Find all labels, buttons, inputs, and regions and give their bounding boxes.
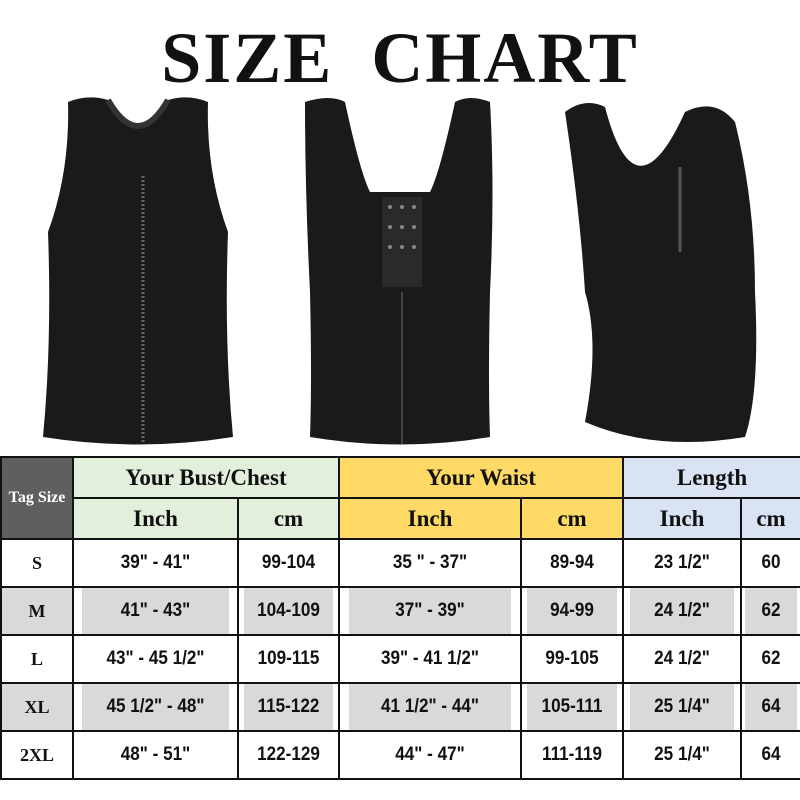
value-cell: 41" - 43" — [80, 586, 231, 636]
vest-side-image — [565, 103, 757, 442]
value-cell: 37" - 39" — [347, 586, 513, 636]
value-cell: 25 1/4" — [628, 730, 737, 780]
table-row: L 43" - 45 1/2" 109-115 39" - 41 1/2" 99-105… — [0, 634, 800, 684]
size-cell: 2XL — [0, 730, 74, 780]
value-cell: 44" - 47" — [347, 730, 513, 780]
value-cell: 60 — [743, 538, 799, 588]
value-cell: 99-104 — [242, 538, 335, 588]
length-header: Length — [621, 456, 800, 499]
value-cell: 94-99 — [525, 586, 619, 636]
size-cell: XL — [0, 682, 74, 732]
value-cell: 35 " - 37" — [347, 538, 513, 588]
value-cell: 25 1/4" — [628, 682, 737, 732]
size-cell: S — [0, 538, 74, 588]
value-cell: 43" - 45 1/2" — [80, 634, 231, 684]
size-table: Tag Size Your Bust/Chest Your Waist Leng… — [0, 456, 800, 780]
value-cell: 99-105 — [525, 634, 619, 684]
unit-header: cm — [739, 497, 800, 540]
unit-header: cm — [237, 497, 340, 540]
table-row: XL 45 1/2" - 48" 115-122 41 1/2" - 44" 105-1… — [0, 682, 800, 732]
value-cell: 62 — [743, 634, 799, 684]
waist-header: Your Waist — [338, 456, 624, 499]
unit-header: cm — [520, 497, 624, 540]
value-cell: 64 — [743, 682, 799, 732]
unit-header: Inch — [622, 497, 742, 540]
value-cell: 105-111 — [525, 682, 619, 732]
value-cell: 111-119 — [525, 730, 619, 780]
value-cell: 89-94 — [525, 538, 619, 588]
unit-header: Inch — [338, 497, 522, 540]
tag-size-header: Tag Size — [0, 456, 74, 540]
vest-front-zipped-image — [43, 97, 233, 445]
value-cell: 41 1/2" - 44" — [347, 682, 513, 732]
table-row: S 39" - 41" 99-104 35 " - 37" 89-94 23 1/2" 60 — [0, 538, 800, 588]
bust-chest-header: Your Bust/Chest — [72, 456, 340, 499]
value-cell: 45 1/2" - 48" — [80, 682, 231, 732]
table-row: 2XL 48" - 51" 122-129 44" - 47" 111-119 25 1/… — [0, 730, 800, 780]
value-cell: 62 — [743, 586, 799, 636]
value-cell: 39" - 41" — [80, 538, 231, 588]
unit-header: Inch — [72, 497, 239, 540]
size-cell: M — [0, 586, 74, 636]
title: SIZE CHART — [161, 18, 639, 98]
value-cell: 24 1/2" — [628, 634, 737, 684]
size-cell: L — [0, 634, 74, 684]
value-cell: 122-129 — [242, 730, 335, 780]
vest-front-open-image — [305, 98, 493, 445]
value-cell: 104-109 — [242, 586, 335, 636]
value-cell: 64 — [743, 730, 799, 780]
value-cell: 109-115 — [242, 634, 335, 684]
value-cell: 39" - 41 1/2" — [347, 634, 513, 684]
value-cell: 24 1/2" — [628, 586, 737, 636]
value-cell: 115-122 — [242, 682, 335, 732]
table-row: M 41" - 43" 104-109 37" - 39" 94-99 24 1/2" 62 — [0, 586, 800, 636]
value-cell: 48" - 51" — [80, 730, 231, 780]
value-cell: 23 1/2" — [628, 538, 737, 588]
